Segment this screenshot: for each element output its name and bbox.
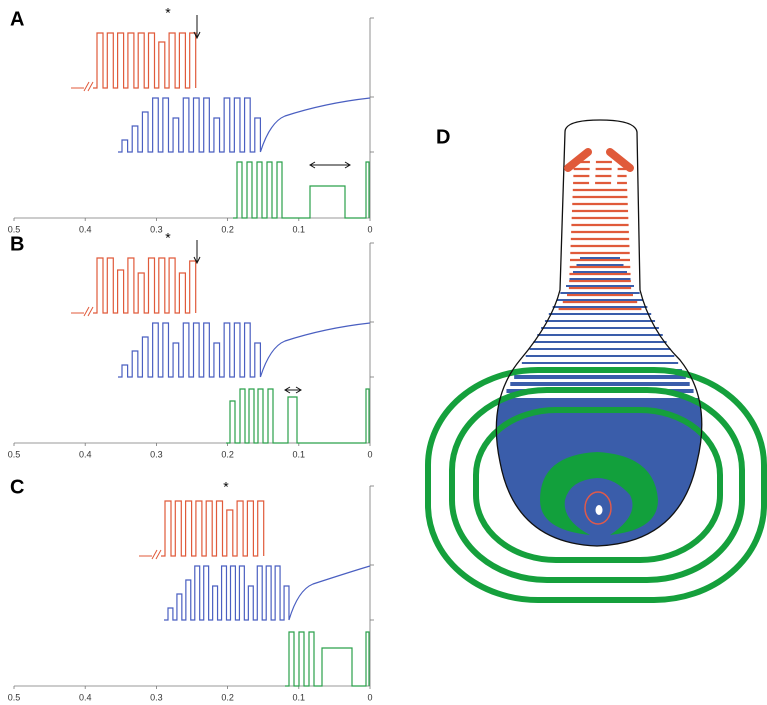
x-tick-label: 0 bbox=[367, 692, 372, 702]
trace bbox=[118, 323, 370, 377]
break bbox=[71, 307, 93, 316]
trace bbox=[226, 389, 369, 443]
x-tick-label: 0.1 bbox=[293, 224, 306, 234]
trace bbox=[93, 33, 196, 88]
panel: C 0.5 0.4 0.3 0.2 0.1 0 * bbox=[8, 476, 374, 702]
arrow-double bbox=[285, 387, 301, 393]
x-tick-label: 0.1 bbox=[293, 449, 306, 459]
panel-label: C bbox=[10, 476, 24, 498]
panel: B 0.5 0.4 0.3 0.2 0.1 0 * bbox=[8, 230, 374, 460]
arrow-down bbox=[194, 15, 200, 38]
x-tick-label: 0.4 bbox=[79, 692, 92, 702]
x-tick-label: 0.1 bbox=[293, 692, 306, 702]
x-tick-label: 0.5 bbox=[8, 449, 21, 459]
panel-label: D bbox=[436, 126, 450, 148]
x-tick-label: 0.3 bbox=[150, 692, 163, 702]
break bbox=[139, 550, 161, 559]
panel-label: A bbox=[10, 8, 24, 30]
arrow-down bbox=[194, 240, 200, 263]
trace bbox=[164, 566, 370, 620]
arrow-double bbox=[310, 162, 350, 168]
x-tick-label: 0.2 bbox=[221, 692, 234, 702]
break bbox=[71, 82, 93, 91]
trace bbox=[285, 632, 369, 686]
annotation-star: * bbox=[165, 230, 171, 246]
x-tick-label: 0 bbox=[367, 224, 372, 234]
trace bbox=[118, 98, 370, 152]
trace bbox=[233, 162, 369, 218]
x-tick-label: 0.2 bbox=[221, 449, 234, 459]
x-tick-label: 0.3 bbox=[150, 449, 163, 459]
panel-d-diagram: D bbox=[428, 120, 764, 600]
annotation-star: * bbox=[165, 5, 171, 21]
figure: D A 0.5 0.4 0.3 0.2 0.1 0 * B 0.5 0.4 0.3 0.2 0.1 0 * C 0… bbox=[0, 0, 767, 705]
x-tick-label: 0 bbox=[367, 449, 372, 459]
trace bbox=[93, 258, 196, 313]
x-tick-label: 0.5 bbox=[8, 692, 21, 702]
x-tick-label: 0.4 bbox=[79, 449, 92, 459]
panel-label: B bbox=[10, 233, 24, 255]
trace bbox=[161, 501, 264, 556]
annotation-star: * bbox=[223, 479, 229, 495]
x-tick-label: 0.3 bbox=[150, 224, 163, 234]
x-tick-label: 0.4 bbox=[79, 224, 92, 234]
x-tick-label: 0.2 bbox=[221, 224, 234, 234]
